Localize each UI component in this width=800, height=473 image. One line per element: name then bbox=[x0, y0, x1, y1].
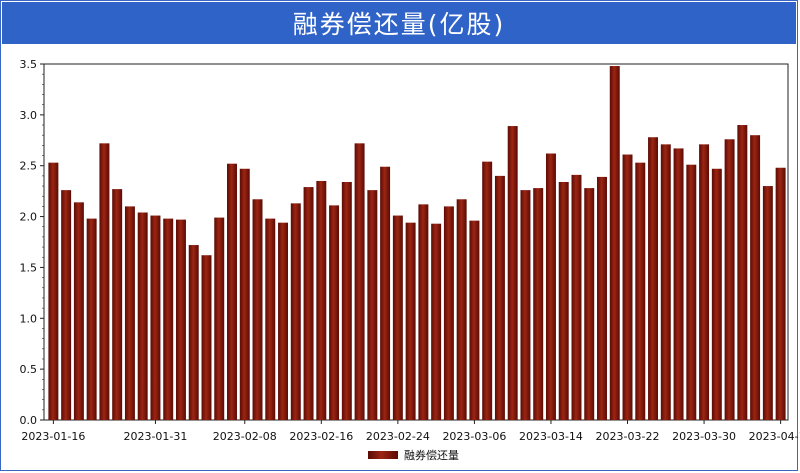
bar bbox=[597, 176, 607, 420]
bar bbox=[316, 180, 327, 420]
bar bbox=[341, 181, 352, 420]
bar bbox=[201, 255, 212, 420]
bar bbox=[558, 181, 569, 420]
y-tick-label: 1.5 bbox=[20, 261, 38, 274]
bar bbox=[762, 186, 773, 420]
bar bbox=[456, 199, 467, 420]
bar bbox=[392, 215, 403, 420]
bar bbox=[150, 215, 161, 420]
bar bbox=[303, 187, 314, 420]
bar bbox=[61, 190, 72, 420]
bar bbox=[520, 190, 531, 420]
legend-swatch bbox=[368, 451, 398, 459]
bar bbox=[86, 218, 97, 420]
title-bar: 融券偿还量(亿股) bbox=[2, 2, 796, 44]
bar bbox=[737, 125, 748, 421]
bar bbox=[124, 206, 135, 420]
bar bbox=[635, 162, 646, 421]
x-tick-label: 2023-01-31 bbox=[123, 430, 187, 443]
bar bbox=[112, 189, 123, 420]
x-tick-label: 2023-04-10 bbox=[749, 430, 800, 443]
bar bbox=[699, 144, 710, 420]
bar bbox=[686, 164, 697, 420]
bar bbox=[265, 218, 276, 420]
x-tick-label: 2023-02-08 bbox=[213, 430, 277, 443]
bar bbox=[188, 245, 199, 420]
y-tick-label: 1.0 bbox=[20, 312, 38, 325]
x-tick-label: 2023-01-16 bbox=[21, 430, 85, 443]
bar bbox=[99, 143, 110, 420]
y-tick-label: 3.5 bbox=[20, 58, 38, 71]
bar bbox=[533, 188, 544, 420]
bar bbox=[711, 168, 722, 420]
bar bbox=[354, 143, 365, 420]
bar bbox=[163, 218, 174, 420]
bar bbox=[278, 222, 289, 420]
y-tick-label: 2.0 bbox=[20, 211, 38, 224]
bar bbox=[175, 219, 186, 420]
bar bbox=[622, 154, 633, 421]
bar bbox=[48, 162, 59, 421]
x-tick-label: 2023-03-30 bbox=[672, 430, 736, 443]
bar bbox=[494, 175, 505, 420]
x-tick-label: 2023-03-06 bbox=[442, 430, 506, 443]
x-tick-label: 2023-03-22 bbox=[596, 430, 660, 443]
bar bbox=[405, 222, 416, 420]
bar bbox=[584, 188, 595, 420]
bar bbox=[443, 206, 454, 420]
bar bbox=[137, 212, 148, 420]
bar bbox=[482, 161, 493, 420]
bar bbox=[239, 168, 250, 420]
bar bbox=[507, 126, 518, 420]
bar bbox=[290, 203, 301, 420]
y-tick-label: 3.0 bbox=[20, 109, 38, 122]
bar bbox=[750, 135, 761, 420]
bar bbox=[367, 190, 378, 420]
bar bbox=[673, 148, 684, 420]
y-tick-label: 2.5 bbox=[20, 160, 38, 173]
x-tick-label: 2023-03-14 bbox=[519, 430, 583, 443]
bar bbox=[545, 153, 556, 420]
bar bbox=[724, 139, 735, 421]
bar bbox=[775, 167, 786, 420]
bar bbox=[329, 205, 340, 420]
legend-label: 融券偿还量 bbox=[404, 448, 459, 462]
bar bbox=[571, 174, 582, 420]
bar bbox=[660, 144, 671, 420]
bar bbox=[609, 66, 620, 420]
bar bbox=[648, 137, 659, 420]
x-tick-label: 2023-02-24 bbox=[366, 430, 430, 443]
bar bbox=[418, 204, 429, 420]
chart-title: 融券偿还量(亿股) bbox=[292, 10, 506, 39]
plot-area bbox=[43, 63, 789, 421]
y-tick-label: 0.5 bbox=[20, 363, 38, 376]
bar bbox=[469, 220, 480, 420]
bar bbox=[380, 166, 391, 420]
y-tick-label: 0.0 bbox=[20, 414, 38, 427]
bar bbox=[431, 223, 442, 420]
bar bbox=[214, 217, 225, 420]
bar bbox=[252, 199, 263, 420]
x-tick-label: 2023-02-16 bbox=[289, 430, 353, 443]
bar bbox=[227, 163, 237, 420]
bar bbox=[73, 202, 84, 420]
